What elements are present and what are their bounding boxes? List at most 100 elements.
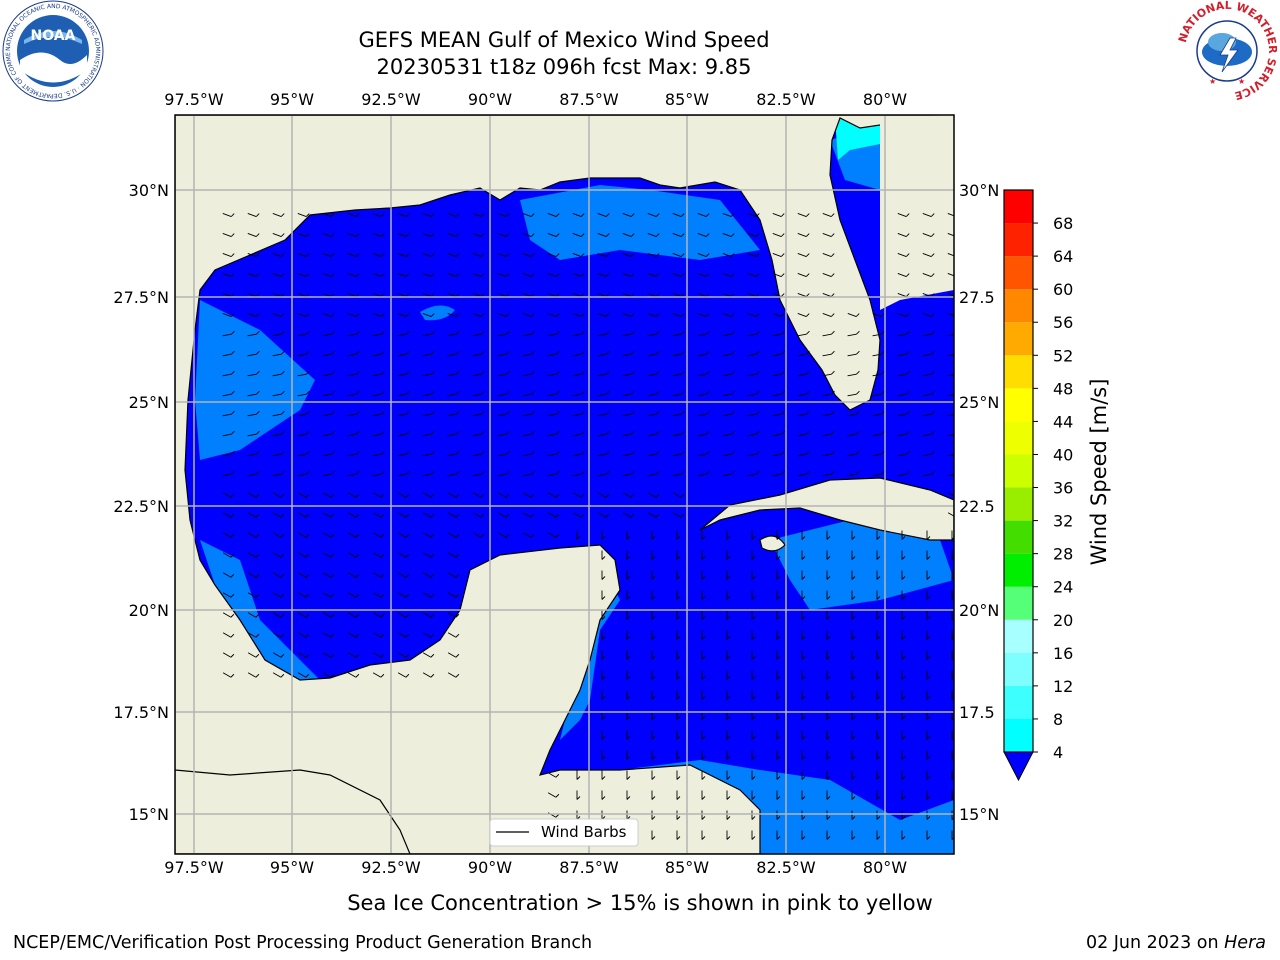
wind-barb-flag xyxy=(926,536,931,540)
wind-barb-flag xyxy=(355,573,360,578)
wind-barb-flag xyxy=(506,370,510,375)
wind-barb-flag xyxy=(356,410,360,415)
wind-barb xyxy=(572,393,582,397)
wind-barb xyxy=(497,453,507,457)
wind-barb-flag xyxy=(806,350,810,355)
wind-barb xyxy=(847,453,857,457)
wind-barb-flag xyxy=(405,673,410,678)
colorbar-segment xyxy=(1004,586,1033,620)
wind-barb xyxy=(222,632,232,638)
wind-barb-flag xyxy=(651,716,656,720)
wind-barb-flag xyxy=(455,273,460,277)
wind-barb xyxy=(572,313,582,317)
wind-barb-flag xyxy=(456,450,460,455)
wind-barb xyxy=(222,473,232,477)
wind-barb xyxy=(247,492,257,498)
wind-barb-flag xyxy=(431,370,435,375)
wind-barb-flag xyxy=(806,390,810,395)
wind-barb-flag xyxy=(306,370,310,375)
wind-barb-flag xyxy=(330,313,335,317)
wind-barb-flag xyxy=(305,213,310,217)
wind-barb xyxy=(697,293,707,297)
wind-barb-flag xyxy=(680,273,685,277)
wind-barb xyxy=(597,353,607,357)
wind-barb-flag xyxy=(830,313,835,317)
wind-barb-flag xyxy=(706,430,710,435)
lat-lon-grid xyxy=(175,115,954,854)
wind-barb-flag xyxy=(505,313,510,317)
footer-branch: NCEP/EMC/Verification Post Processing Pr… xyxy=(13,933,593,953)
wind-barb-flag xyxy=(505,233,510,237)
wind-barb xyxy=(647,353,657,357)
wind-barb-flag xyxy=(481,430,485,435)
wind-barb-flag xyxy=(455,673,460,678)
wind-barb xyxy=(272,592,282,598)
wind-barb-flag xyxy=(626,776,631,780)
wind-barb xyxy=(572,333,582,337)
wind-barb xyxy=(222,572,232,578)
wind-barb-flag xyxy=(680,233,685,237)
wind-barb xyxy=(472,532,482,538)
wind-barb-flag xyxy=(930,273,935,277)
wind-barb-flag xyxy=(680,253,685,257)
wind-barb xyxy=(622,213,632,217)
wind-barb xyxy=(622,293,632,297)
sea-ice-caption: Sea Ice Concentration > 15% is shown in … xyxy=(347,891,933,915)
wind-barb-flag xyxy=(601,696,606,700)
wind-barb xyxy=(322,253,332,257)
wind-barb xyxy=(697,453,707,457)
wind-barb xyxy=(447,492,457,498)
wind-barb xyxy=(797,313,807,317)
wind-barb xyxy=(322,213,332,217)
wind-barb-flag xyxy=(806,470,810,475)
wind-barb xyxy=(697,373,707,377)
wind-barb xyxy=(522,492,532,498)
wind-barb xyxy=(272,572,282,578)
legend-label: Wind Barbs xyxy=(541,823,627,841)
wind-barb-flag xyxy=(330,553,335,558)
wind-barb-flag xyxy=(255,553,260,558)
wind-barb xyxy=(447,233,457,237)
wind-barb xyxy=(772,453,782,457)
wind-barb-flag xyxy=(430,213,435,217)
wind-barb xyxy=(572,293,582,297)
wind-barb xyxy=(472,512,482,518)
wind-barb-flag xyxy=(655,493,660,498)
wind-barb-flag xyxy=(781,350,785,355)
wind-barb-flag xyxy=(756,470,760,475)
wind-barb xyxy=(272,413,282,417)
wind-barb-flag xyxy=(856,450,860,455)
colorbar-tick-label: 20 xyxy=(1053,611,1073,630)
wind-barb xyxy=(922,453,932,457)
wind-barb xyxy=(372,632,382,638)
wind-barb xyxy=(872,373,882,377)
wind-barb-flag xyxy=(830,293,835,297)
wind-barb-flag xyxy=(701,716,706,720)
wind-barb-flag xyxy=(856,330,860,335)
wind-barb xyxy=(447,592,457,598)
wind-barb-flag xyxy=(230,293,235,297)
wind-barb-flag xyxy=(231,330,235,335)
wind-barb-flag xyxy=(851,616,856,620)
wind-barb-flag xyxy=(456,410,460,415)
wind-barb-flag xyxy=(901,556,906,560)
wind-barb xyxy=(772,353,782,357)
wind-barb-flag xyxy=(856,390,860,395)
wind-barb-flag xyxy=(956,314,959,317)
wind-barb-flag xyxy=(931,350,935,355)
wind-barb-flag xyxy=(701,536,706,540)
wind-barb-flag xyxy=(331,350,335,355)
wind-barb-flag xyxy=(926,756,931,760)
wind-barb xyxy=(272,652,282,658)
wind-barb xyxy=(272,333,282,337)
wind-barb xyxy=(647,492,657,498)
wind-barb-flag xyxy=(776,796,781,800)
wind-barb-flag xyxy=(776,776,781,780)
wind-barb-flag xyxy=(676,676,681,680)
colorbar-frame xyxy=(1003,189,1034,753)
wind-barb-flag xyxy=(705,313,710,317)
wind-barb xyxy=(572,233,582,237)
lon-label-bottom: 92.5°W xyxy=(361,858,421,877)
wind-barb-flag xyxy=(630,233,635,237)
wind-barb xyxy=(722,213,732,217)
